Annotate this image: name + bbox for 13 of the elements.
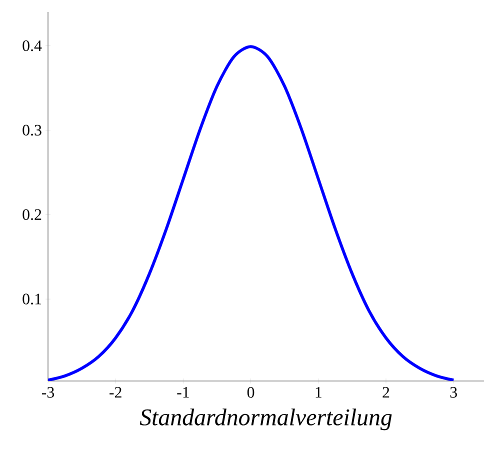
y-tick-label: 0.1 (22, 294, 42, 304)
x-tick-label: 1 (316, 387, 322, 398)
x-tick-label: 0 (247, 387, 254, 398)
x-tick-label: 3 (450, 387, 457, 398)
x-tick-label: -2 (110, 387, 122, 398)
line-series (48, 45, 456, 381)
x-tick-label: -3 (42, 387, 54, 398)
x-axis-title: Standardnormalverteilung (140, 408, 392, 430)
x-tick-label: 2 (382, 387, 390, 398)
y-tick-label: 0.3 (22, 124, 42, 136)
y-tick-label: 0.4 (22, 40, 42, 52)
y-tick-label: 0.2 (22, 209, 42, 220)
x-tick-label: -1 (177, 387, 189, 398)
